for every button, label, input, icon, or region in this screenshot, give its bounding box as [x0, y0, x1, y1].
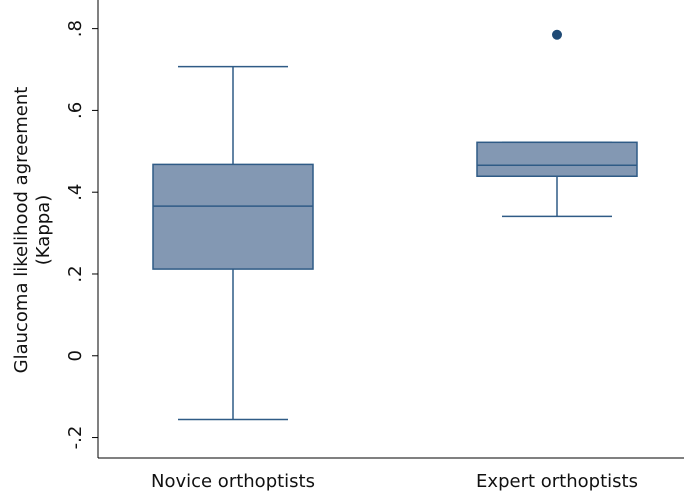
box — [152, 163, 314, 270]
x-tick-label: Expert orthoptists — [476, 471, 638, 492]
y-axis-label: (Kappa) — [33, 195, 54, 265]
y-tick-label: .6 — [65, 102, 86, 119]
x-tick-label: Novice orthoptists — [151, 471, 315, 492]
y-tick-label: .4 — [65, 184, 86, 201]
y-tick-label: .2 — [65, 265, 86, 282]
y-tick-label: .8 — [65, 20, 86, 37]
outlier — [552, 29, 562, 40]
y-axis-label: Glaucoma likelihood agreement — [11, 87, 32, 374]
y-tick-label: -.2 — [65, 426, 86, 450]
y-tick-label: 0 — [65, 350, 86, 361]
box — [476, 141, 638, 177]
